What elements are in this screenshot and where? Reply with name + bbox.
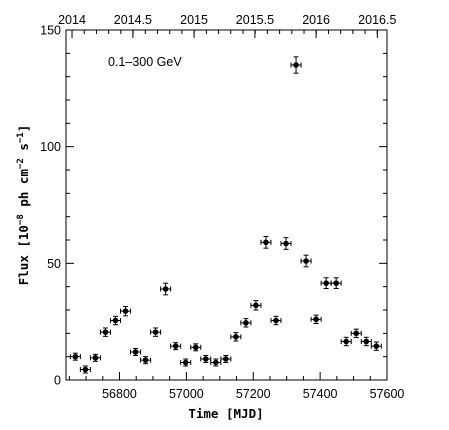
point-marker xyxy=(72,353,79,360)
point-marker xyxy=(142,357,149,363)
data-points xyxy=(69,56,382,374)
y-title-mid2: s xyxy=(16,143,31,158)
data-point xyxy=(320,277,332,290)
data-point xyxy=(220,355,232,363)
data-point xyxy=(250,300,262,311)
data-point xyxy=(260,236,272,249)
data-point xyxy=(280,237,292,250)
point-marker xyxy=(343,338,350,345)
data-point xyxy=(140,356,152,365)
data-point xyxy=(109,315,122,326)
top-tick-label: 2015 xyxy=(180,13,208,27)
point-marker xyxy=(373,343,380,349)
data-point xyxy=(330,277,342,290)
point-marker xyxy=(82,366,89,373)
y-title-mid: ph cm xyxy=(16,169,31,215)
y-tick-label: 150 xyxy=(40,24,61,38)
point-marker xyxy=(102,329,109,335)
point-marker xyxy=(223,356,229,362)
top-tick-labels: 2014 2014.5 2015 2015.5 2016 2016.5 xyxy=(58,13,396,27)
point-marker xyxy=(333,280,339,286)
data-point xyxy=(99,327,111,337)
top-tick-label: 2016 xyxy=(302,13,330,27)
top-tick-label: 2014 xyxy=(58,13,86,27)
point-marker xyxy=(152,329,159,335)
point-marker xyxy=(353,330,360,337)
data-point xyxy=(150,327,162,337)
x-axis-title: Time [MJD] xyxy=(188,406,263,421)
data-point xyxy=(370,341,382,351)
y-title-main: Flux [10 xyxy=(16,225,31,285)
point-marker xyxy=(122,308,129,314)
top-tick-label: 2015.5 xyxy=(236,13,274,27)
point-marker xyxy=(273,317,279,324)
y-tick-label: 50 xyxy=(47,257,61,271)
point-marker xyxy=(303,258,309,264)
x-tick-label: 57200 xyxy=(236,387,271,401)
y-title-exp3: −1 xyxy=(16,132,26,143)
x-tick-label: 57000 xyxy=(169,387,204,401)
data-point xyxy=(300,254,312,268)
data-point xyxy=(69,352,81,361)
point-marker xyxy=(283,240,289,247)
x-tick-labels: 56800 57000 57200 57400 57600 xyxy=(102,387,404,401)
y-title-end: ] xyxy=(16,125,31,133)
data-point xyxy=(270,315,282,326)
y-tick-label: 100 xyxy=(40,140,61,154)
point-marker xyxy=(182,359,189,366)
data-point xyxy=(230,332,242,342)
data-point xyxy=(210,358,222,367)
point-marker xyxy=(243,320,249,326)
data-point xyxy=(240,318,252,328)
data-point xyxy=(290,56,302,74)
energy-range-annotation: 0.1–300 GeV xyxy=(108,55,182,69)
y-axis-title: Flux [10−8 ph cm−2 s−1] xyxy=(16,125,31,286)
data-point xyxy=(200,355,212,363)
axis-ticks xyxy=(66,29,388,381)
top-tick-label: 2016.5 xyxy=(358,13,396,27)
data-point xyxy=(89,353,101,362)
point-marker xyxy=(253,302,259,309)
point-marker xyxy=(132,349,139,355)
point-marker xyxy=(92,355,99,361)
data-point xyxy=(170,342,182,351)
y-tick-label: 0 xyxy=(54,374,61,388)
data-point xyxy=(130,348,142,356)
point-marker xyxy=(293,62,299,68)
point-marker xyxy=(233,334,239,340)
x-tick-label: 56800 xyxy=(102,387,137,401)
data-point xyxy=(180,358,192,367)
data-point xyxy=(350,328,362,339)
plot-frame xyxy=(65,29,388,381)
data-point xyxy=(360,336,372,347)
point-marker xyxy=(263,239,269,246)
data-point xyxy=(160,282,172,296)
point-marker xyxy=(323,280,329,286)
data-point xyxy=(340,336,352,347)
point-marker xyxy=(202,356,209,362)
data-point xyxy=(190,343,202,352)
y-title-exp2: −2 xyxy=(16,158,26,169)
point-marker xyxy=(172,343,179,349)
point-marker xyxy=(112,317,119,324)
point-marker xyxy=(213,359,219,366)
x-tick-label: 57400 xyxy=(303,387,338,401)
x-tick-label: 57600 xyxy=(370,387,405,401)
top-tick-label: 2014.5 xyxy=(114,13,152,27)
point-marker xyxy=(162,286,169,292)
point-marker xyxy=(313,316,319,323)
point-marker xyxy=(363,338,370,345)
y-title-exp1: −8 xyxy=(16,214,26,225)
data-point xyxy=(120,306,132,317)
data-point xyxy=(310,314,322,325)
data-point xyxy=(79,365,91,374)
y-tick-labels: 0 50 100 150 xyxy=(40,24,61,388)
point-marker xyxy=(192,344,199,351)
